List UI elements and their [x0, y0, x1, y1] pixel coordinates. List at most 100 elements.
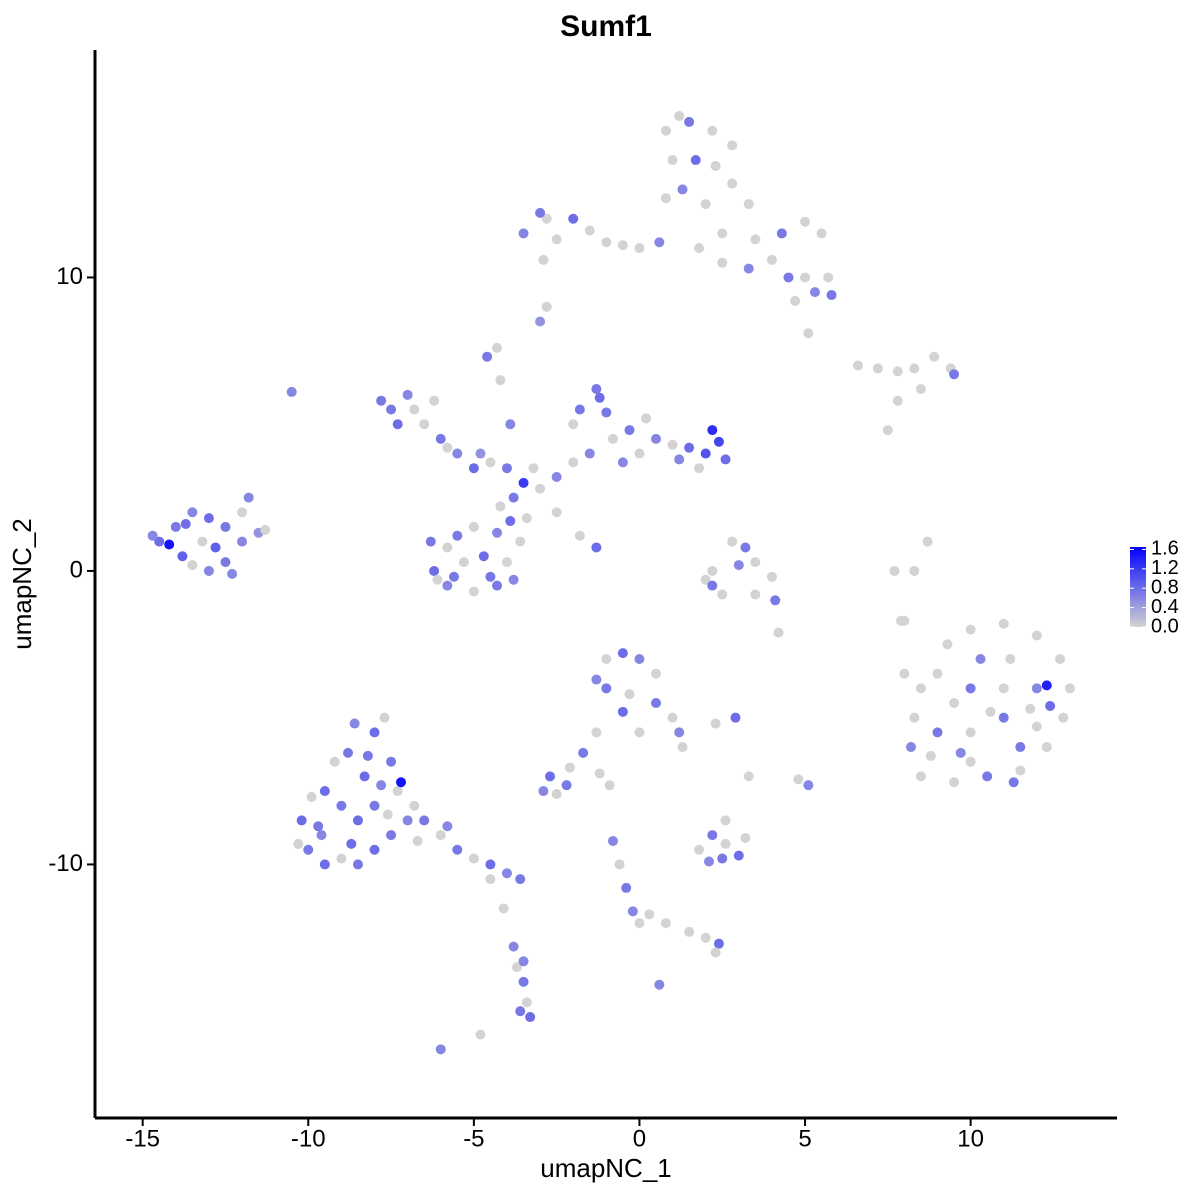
cell-point	[730, 712, 741, 723]
cell-point	[965, 683, 976, 694]
cell-point	[515, 536, 526, 547]
cell-point	[727, 536, 738, 547]
cell-point	[727, 178, 738, 189]
cell-point	[634, 243, 645, 254]
cell-point	[743, 263, 754, 274]
cell-point	[352, 859, 363, 870]
x-tick-label: 10	[957, 1125, 984, 1152]
y-tick-label: 0	[70, 556, 83, 583]
cell-point	[492, 580, 503, 591]
cell-point	[985, 706, 996, 717]
cell-point	[1031, 721, 1042, 732]
cell-point	[525, 1012, 536, 1023]
cell-point	[717, 853, 728, 864]
cell-point	[485, 571, 496, 582]
cell-point	[998, 618, 1009, 629]
cell-point	[733, 560, 744, 571]
cell-point	[369, 727, 380, 738]
cell-point	[982, 771, 993, 782]
cell-point	[617, 648, 628, 659]
cell-point	[468, 521, 479, 532]
cell-point	[568, 457, 579, 468]
cell-point	[909, 363, 920, 374]
cell-point	[684, 442, 695, 453]
cell-point	[674, 727, 685, 738]
cell-point	[501, 868, 512, 879]
cell-point	[392, 786, 403, 797]
cell-point	[773, 627, 784, 638]
cell-point	[551, 507, 562, 518]
cell-point	[889, 565, 900, 576]
cell-point	[541, 301, 552, 312]
cell-point	[624, 689, 635, 700]
cell-point	[346, 838, 357, 849]
cell-point	[578, 747, 589, 758]
cell-point	[419, 815, 430, 826]
cell-point	[899, 668, 910, 679]
cell-point	[654, 979, 665, 990]
cell-point	[915, 383, 926, 394]
cell-point	[568, 213, 579, 224]
cell-point	[743, 771, 754, 782]
cell-point	[932, 668, 943, 679]
cell-point	[1031, 683, 1042, 694]
cell-point	[740, 542, 751, 553]
cell-point	[853, 360, 864, 371]
cell-point	[634, 727, 645, 738]
cell-point	[607, 835, 618, 846]
cell-point	[932, 727, 943, 738]
cell-point	[392, 419, 403, 430]
cell-point	[260, 524, 271, 535]
cell-point	[707, 125, 718, 136]
cell-point	[949, 777, 960, 788]
cell-point	[468, 586, 479, 597]
x-tick-label: -5	[463, 1125, 484, 1152]
cell-point	[720, 838, 731, 849]
cell-point	[667, 439, 678, 450]
cell-point	[369, 844, 380, 855]
cell-point	[220, 557, 231, 568]
cell-point	[316, 830, 327, 841]
cell-point	[922, 536, 933, 547]
colorbar	[1130, 547, 1146, 627]
x-tick-label: -15	[125, 1125, 160, 1152]
cell-point	[975, 653, 986, 664]
cell-point	[501, 557, 512, 568]
cell-point	[478, 551, 489, 562]
cell-point	[667, 712, 678, 723]
cell-point	[568, 419, 579, 430]
cell-point	[710, 160, 721, 171]
cell-point	[511, 962, 522, 973]
cell-point	[442, 580, 453, 591]
cell-point	[508, 941, 519, 952]
cell-point	[1064, 683, 1075, 694]
cell-point	[942, 639, 953, 650]
cell-point	[376, 780, 387, 791]
cell-point	[313, 821, 324, 832]
cell-point	[733, 850, 744, 861]
cell-point	[809, 287, 820, 298]
cell-point	[1041, 742, 1052, 753]
cell-point	[674, 454, 685, 465]
cell-point	[452, 448, 463, 459]
cell-point	[740, 833, 751, 844]
colorbar-label: 1.2	[1151, 557, 1179, 579]
cell-point	[521, 513, 532, 524]
cell-point	[187, 560, 198, 571]
cell-point	[717, 589, 728, 600]
cell-point	[955, 747, 966, 758]
cell-point	[694, 844, 705, 855]
cell-point	[1055, 653, 1066, 664]
cell-point	[432, 574, 443, 585]
cell-point	[783, 272, 794, 283]
cell-point	[793, 774, 804, 785]
cell-point	[644, 909, 655, 920]
cell-point	[518, 477, 529, 488]
cell-point	[660, 125, 671, 136]
cell-point	[475, 1029, 486, 1040]
cell-point	[495, 501, 506, 512]
cell-point	[518, 976, 529, 987]
cell-point	[766, 571, 777, 582]
cell-point	[684, 926, 695, 937]
